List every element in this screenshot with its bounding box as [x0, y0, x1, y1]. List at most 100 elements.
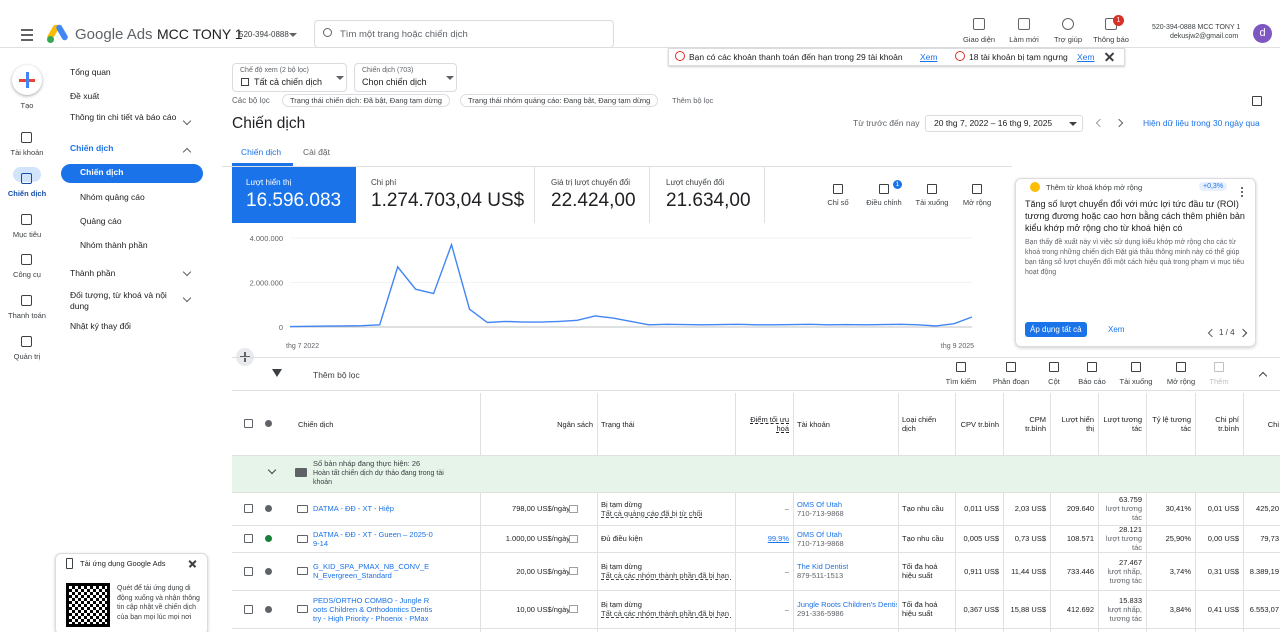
date-picker[interactable] [925, 115, 1083, 132]
cell-text: lượt tương tác [1105, 534, 1142, 552]
table-tool[interactable]: Tìm kiếm [945, 377, 977, 386]
table-cell: 0,011 US$ [959, 492, 999, 525]
column-header-text[interactable]: Ngân sách [557, 419, 593, 429]
column-header-text[interactable]: Tỷ lệ tương tác [1152, 415, 1191, 433]
scorecard[interactable] [232, 167, 356, 223]
scorecard[interactable] [655, 167, 765, 223]
table-cell: The Kid Dentist 879-511-1513 [797, 552, 894, 590]
kebab-dot[interactable] [1241, 195, 1243, 197]
topbar-action[interactable]: Giao diện [962, 35, 996, 44]
nav-item[interactable]: Đối tượng, từ khoá và nội dung [70, 290, 167, 311]
chart-tool[interactable]: Mở rộng [962, 198, 992, 207]
cell-text[interactable]: OMS Of Utah [797, 529, 843, 539]
campaign-select[interactable] [354, 63, 457, 92]
column-header-text[interactable]: Loại chiến dịch [902, 415, 937, 433]
scorecard[interactable] [360, 167, 535, 223]
column-header-text[interactable]: Trạng thái [601, 419, 635, 429]
nav-item[interactable]: Nhóm thành phần [80, 240, 148, 250]
chart-tool[interactable]: Chỉ số [827, 198, 849, 207]
nav-item[interactable]: Nhật ký thay đổi [70, 321, 131, 331]
menu-line[interactable] [21, 34, 33, 36]
nav-item[interactable]: Thông tin chi tiết và báo cáo [70, 112, 177, 122]
menu-line[interactable] [21, 39, 33, 41]
rail-item[interactable]: Thanh toán [8, 311, 46, 320]
alert-link[interactable]: Xem [920, 52, 938, 62]
filter-icon[interactable] [272, 369, 282, 377]
cell-text[interactable]: The Kid Dentist [797, 562, 849, 571]
view-select[interactable] [232, 63, 347, 92]
table-tool[interactable]: Mở rộng [1166, 377, 1196, 386]
topbar-action[interactable]: Làm mới [1009, 35, 1039, 44]
status-dot [265, 605, 272, 613]
table-tool[interactable]: Thêm [1209, 377, 1229, 386]
add-filter[interactable]: Thêm bộ lọc [672, 96, 714, 105]
alert-text: 18 tài khoản bị tạm ngưng [969, 52, 1068, 62]
nav-item[interactable]: Tổng quan [70, 67, 111, 77]
avatar[interactable]: d [1253, 24, 1272, 43]
chart-tool[interactable]: Tải xuống [915, 198, 949, 207]
rail-item[interactable]: Quản trị [13, 352, 41, 361]
rec-view[interactable]: Xem [1108, 325, 1125, 334]
chart-tool[interactable]: Điều chỉnh [866, 198, 902, 207]
rec-apply[interactable]: Áp dụng tất cả [1025, 322, 1087, 337]
rail-item[interactable]: Tạo [20, 101, 34, 110]
kebab-dot[interactable] [1241, 191, 1243, 193]
alert-link[interactable]: Xem [1077, 52, 1095, 62]
table-tool[interactable]: Phân đoạn [992, 377, 1030, 386]
column-header-text[interactable]: Chi [1267, 419, 1279, 429]
column-header-text[interactable]: Chi phí tr.bình [1215, 415, 1239, 433]
column-header-text[interactable]: Điểm tối ưu hoá [750, 415, 789, 433]
nav-item[interactable]: Đề xuất [70, 91, 100, 101]
column-header-text[interactable]: Tài khoản [797, 419, 830, 429]
column-header: Trạng thái [601, 393, 731, 455]
table-tool[interactable]: Cột [1048, 377, 1060, 386]
cell-text: 0,005 US$ [963, 534, 999, 543]
row-check[interactable] [244, 566, 253, 576]
tab[interactable]: Chiến dịch [241, 147, 282, 157]
column-header-text[interactable]: Chiến dịch [298, 419, 334, 429]
search-box[interactable] [314, 20, 614, 48]
table-cell: 3,84% [1150, 590, 1191, 628]
topbar-action[interactable]: Thông báo [1093, 35, 1129, 44]
rail-item[interactable]: Tài khoản [10, 148, 44, 157]
cell-text: 27.467 [1119, 557, 1142, 567]
cell-text[interactable]: OMS Of Utah [797, 499, 843, 509]
column-header: CPV tr.bình [959, 393, 999, 455]
column-header-text[interactable]: Lượt tương tác [1103, 415, 1142, 433]
column-header-text[interactable]: CPV tr.bình [960, 419, 999, 429]
cell-text[interactable]: Jungle Roots Children's Dentistry [797, 600, 897, 609]
campaign-link[interactable]: DATMA - ĐĐ - XT - Hiệp [313, 504, 394, 513]
menu-line[interactable] [21, 29, 33, 31]
campaign-link[interactable]: DATMA - ĐĐ - XT - Gueen – 2025-09-14 [313, 529, 433, 548]
filter-chip[interactable]: Trạng thái chiến dịch: Đã bật, Đang tạm … [282, 94, 450, 107]
campaign-link[interactable]: PEDS/ORTHO COMBO - Jungle Roots Children… [313, 595, 433, 623]
rail-item[interactable]: Mục tiêu [12, 230, 42, 239]
recent-link[interactable]: Hiện dữ liệu trong 30 ngày qua [1143, 118, 1260, 128]
campaign-link[interactable]: G_KID_SPA_PMAX_NB_CONV_EN_Evergreen_Stan… [313, 562, 430, 580]
table-filter[interactable]: Thêm bộ lọc [313, 370, 360, 380]
rail-item[interactable]: Chiến dịch [7, 189, 47, 198]
rail-item[interactable]: Công cụ [13, 270, 41, 279]
nav-item[interactable]: Thành phần [70, 268, 116, 278]
kebab-dot[interactable] [1241, 187, 1243, 189]
nav-item[interactable]: Chiến dịch [70, 143, 114, 153]
cell-text: lượt tương tác [1105, 504, 1142, 522]
tab[interactable]: Cài đặt [303, 147, 330, 157]
nav-item[interactable]: Chiến dịch [80, 167, 124, 177]
row-check[interactable] [244, 534, 253, 543]
row-check[interactable] [244, 604, 253, 614]
header-check[interactable] [244, 419, 253, 428]
scorecard-value: 22.424,00 [551, 190, 636, 211]
topbar-action[interactable]: Trợ giúp [1054, 35, 1082, 44]
nav-item[interactable]: Quảng cáo [80, 216, 122, 226]
table-tool[interactable]: Báo cáo [1078, 377, 1106, 386]
row-check[interactable] [244, 504, 253, 513]
scorecard[interactable] [540, 167, 650, 223]
table-cell: 63.759 lượt tương tác [1102, 492, 1142, 525]
filter-chip[interactable]: Trạng thái nhóm quảng cáo: Đang bật, Đan… [460, 94, 659, 107]
column-border [955, 393, 956, 632]
column-header-text[interactable]: Lượt hiển thị [1061, 415, 1094, 433]
column-header-text[interactable]: CPM tr.bình [1025, 415, 1046, 433]
nav-item[interactable]: Nhóm quảng cáo [80, 192, 145, 202]
table-tool[interactable]: Tải xuống [1119, 377, 1153, 386]
